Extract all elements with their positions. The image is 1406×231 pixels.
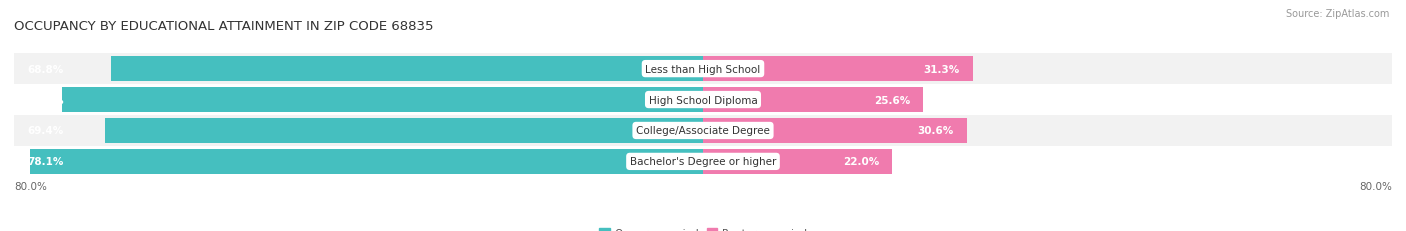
Text: 68.8%: 68.8%	[27, 64, 63, 74]
Bar	[105, 118, 703, 143]
Bar	[62, 88, 703, 113]
Text: 22.0%: 22.0%	[844, 157, 880, 167]
Bar	[31, 149, 703, 174]
Text: OCCUPANCY BY EDUCATIONAL ATTAINMENT IN ZIP CODE 68835: OCCUPANCY BY EDUCATIONAL ATTAINMENT IN Z…	[14, 20, 433, 33]
Text: Source: ZipAtlas.com: Source: ZipAtlas.com	[1285, 9, 1389, 19]
Text: 30.6%: 30.6%	[917, 126, 953, 136]
Text: 80.0%: 80.0%	[14, 181, 46, 191]
Text: 31.3%: 31.3%	[924, 64, 960, 74]
Text: High School Diploma: High School Diploma	[648, 95, 758, 105]
Bar	[703, 149, 893, 174]
Text: Bachelor's Degree or higher: Bachelor's Degree or higher	[630, 157, 776, 167]
Text: 25.6%: 25.6%	[875, 95, 911, 105]
Bar	[14, 116, 1392, 146]
Text: 69.4%: 69.4%	[27, 126, 63, 136]
Bar	[703, 118, 966, 143]
Text: 74.4%: 74.4%	[27, 95, 63, 105]
Text: 80.0%: 80.0%	[1360, 181, 1392, 191]
Bar	[14, 54, 1392, 85]
Text: College/Associate Degree: College/Associate Degree	[636, 126, 770, 136]
Bar	[703, 57, 973, 82]
Text: Less than High School: Less than High School	[645, 64, 761, 74]
Legend: Owner-occupied, Renter-occupied: Owner-occupied, Renter-occupied	[595, 224, 811, 231]
Text: 78.1%: 78.1%	[27, 157, 63, 167]
Bar	[703, 88, 924, 113]
Bar	[14, 85, 1392, 116]
Bar	[14, 146, 1392, 177]
Bar	[111, 57, 703, 82]
